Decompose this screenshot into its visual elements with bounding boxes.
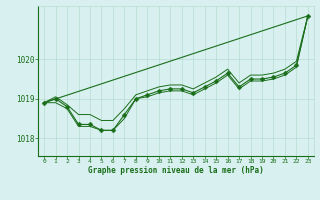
X-axis label: Graphe pression niveau de la mer (hPa): Graphe pression niveau de la mer (hPa) (88, 166, 264, 175)
